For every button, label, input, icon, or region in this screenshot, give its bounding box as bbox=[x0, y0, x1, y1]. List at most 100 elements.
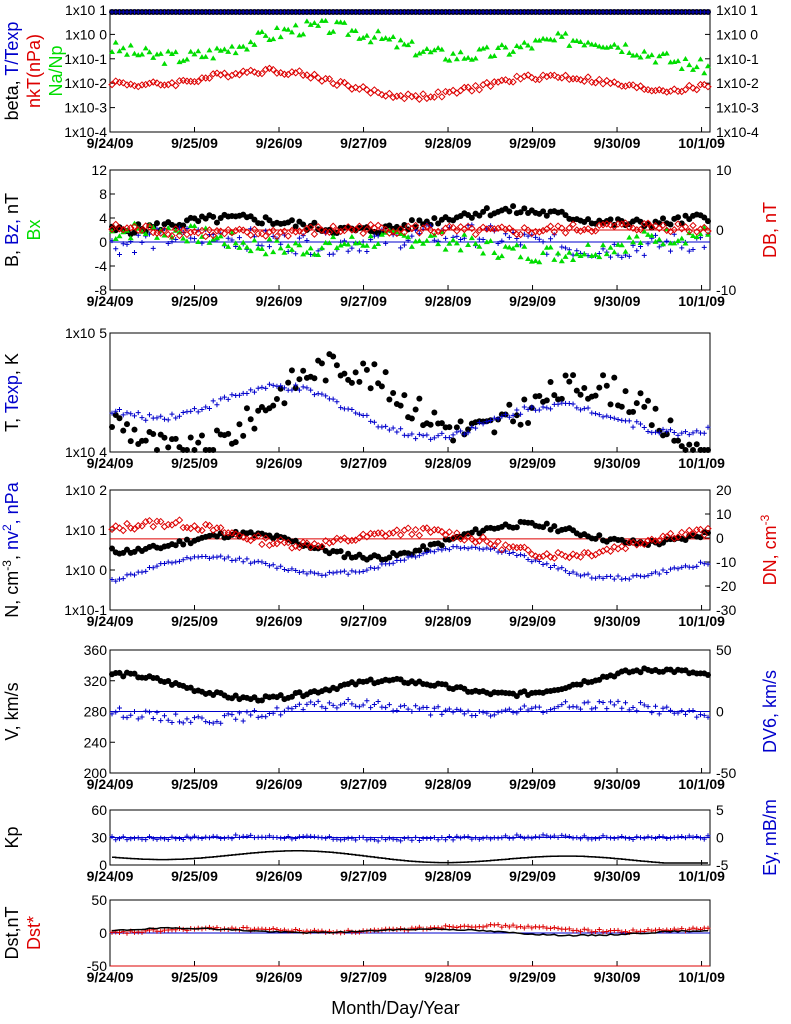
data-point bbox=[700, 531, 708, 539]
data-point bbox=[610, 543, 618, 551]
data-point bbox=[629, 81, 637, 89]
data-point bbox=[367, 233, 374, 239]
data-point bbox=[322, 239, 329, 245]
data-point bbox=[664, 238, 670, 244]
data-point bbox=[158, 835, 164, 841]
data-point bbox=[172, 225, 180, 233]
data-point bbox=[398, 426, 404, 432]
data-point bbox=[303, 18, 310, 24]
data-point bbox=[375, 565, 381, 571]
data-point bbox=[116, 48, 123, 54]
data-point bbox=[656, 53, 663, 59]
data-point bbox=[428, 436, 434, 442]
data-point bbox=[139, 714, 145, 720]
data-point bbox=[378, 224, 386, 232]
data-point bbox=[300, 384, 306, 390]
left-tick-label: -8 bbox=[95, 282, 108, 298]
data-point bbox=[401, 703, 407, 709]
data-point bbox=[645, 53, 652, 59]
left-axis-label-3: Na/Np bbox=[46, 45, 66, 96]
data-point bbox=[150, 431, 157, 438]
date-label: 9/29/09 bbox=[509, 969, 556, 985]
data-point bbox=[334, 399, 340, 405]
data-point bbox=[644, 86, 652, 94]
data-point bbox=[517, 421, 524, 428]
data-point bbox=[596, 254, 603, 260]
data-point bbox=[446, 923, 452, 929]
data-point bbox=[490, 541, 499, 550]
data-point bbox=[416, 431, 422, 437]
data-point bbox=[165, 717, 171, 723]
data-point bbox=[573, 226, 581, 234]
data-point bbox=[596, 699, 602, 705]
data-point bbox=[278, 563, 284, 569]
data-point bbox=[258, 246, 265, 252]
data-point bbox=[431, 409, 438, 416]
data-point bbox=[431, 705, 437, 711]
data-point bbox=[596, 532, 603, 539]
data-point bbox=[285, 834, 291, 840]
data-point bbox=[476, 836, 482, 842]
data-point bbox=[595, 75, 604, 84]
data-point bbox=[221, 394, 227, 400]
data-point bbox=[423, 222, 431, 231]
data-point bbox=[364, 837, 370, 843]
data-point bbox=[683, 563, 689, 569]
data-point bbox=[596, 412, 602, 418]
data-point bbox=[138, 226, 146, 235]
data-point bbox=[255, 245, 262, 251]
data-point bbox=[408, 415, 415, 422]
data-point bbox=[443, 837, 449, 843]
data-point bbox=[555, 834, 561, 840]
data-point bbox=[570, 401, 576, 407]
data-point bbox=[243, 244, 250, 250]
data-point bbox=[547, 36, 554, 42]
data-point bbox=[547, 244, 554, 250]
data-point bbox=[254, 532, 262, 540]
data-point bbox=[258, 28, 265, 34]
data-point bbox=[501, 541, 510, 549]
data-point bbox=[355, 222, 364, 230]
data-point bbox=[649, 835, 655, 841]
data-point bbox=[540, 239, 546, 245]
data-point bbox=[533, 557, 539, 563]
data-point bbox=[539, 71, 547, 79]
data-point bbox=[420, 240, 427, 246]
data-point bbox=[696, 80, 705, 89]
date-label: 9/28/09 bbox=[425, 969, 472, 985]
data-point bbox=[228, 529, 236, 537]
data-point bbox=[630, 704, 636, 710]
data-point bbox=[398, 245, 404, 251]
data-point bbox=[161, 836, 167, 842]
right-tick-label: 1x10-4 bbox=[716, 124, 759, 140]
data-point bbox=[637, 239, 644, 245]
data-point bbox=[285, 705, 291, 711]
data-point bbox=[551, 925, 557, 931]
data-point bbox=[498, 76, 506, 85]
data-point bbox=[465, 54, 472, 60]
data-point bbox=[686, 432, 692, 438]
data-point bbox=[231, 69, 240, 78]
data-point bbox=[679, 564, 685, 570]
data-point bbox=[246, 231, 255, 239]
date-label: 9/24/09 bbox=[87, 135, 134, 151]
data-point bbox=[408, 217, 415, 224]
data-point bbox=[277, 692, 284, 699]
data-point bbox=[310, 70, 319, 79]
data-point bbox=[453, 424, 460, 431]
right-tick-label: 10 bbox=[716, 506, 732, 522]
data-point bbox=[524, 71, 532, 79]
data-point bbox=[188, 836, 194, 842]
data-point bbox=[239, 226, 247, 234]
data-point bbox=[439, 430, 445, 436]
data-point bbox=[150, 54, 157, 60]
data-point bbox=[383, 240, 389, 246]
data-point bbox=[619, 417, 625, 423]
data-point bbox=[143, 568, 149, 574]
data-point bbox=[593, 705, 599, 711]
data-point bbox=[694, 714, 700, 720]
data-point bbox=[235, 531, 244, 540]
left-tick-label: 200 bbox=[84, 765, 108, 781]
data-point bbox=[705, 63, 711, 69]
data-point bbox=[690, 430, 696, 436]
